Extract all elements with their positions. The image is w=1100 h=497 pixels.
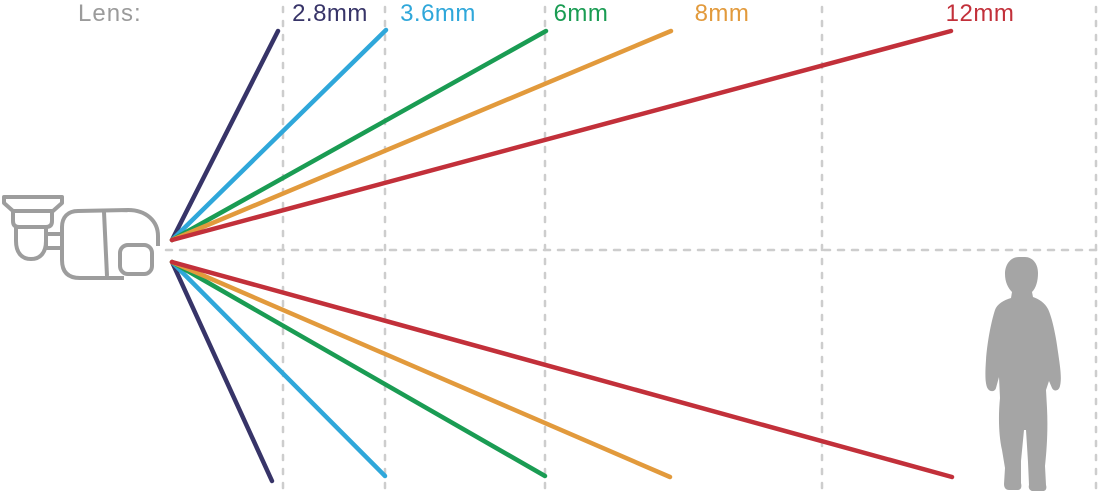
camera-mount-dome (14, 225, 48, 261)
camera-body-cut-right (151, 246, 164, 284)
fov-line-top-3.6mm (169, 27, 389, 243)
lens-label-3.6mm: 3.6mm (400, 0, 476, 27)
fov-line-top-8mm (169, 28, 674, 243)
fov-line-bottom-2.8mm (169, 259, 275, 484)
camera-body-divider (102, 211, 109, 277)
lens-label-6mm: 6mm (553, 0, 609, 27)
lens-label-2.8mm: 2.8mm (292, 0, 368, 27)
lens-caption: Lens: (78, 0, 142, 27)
fov-line-bottom-12mm (169, 259, 955, 480)
security-camera-icon (2, 195, 164, 284)
fov-line-top-12mm (169, 28, 954, 243)
fov-line-bottom-3.6mm (169, 259, 388, 479)
camera-mount-neck (11, 209, 54, 229)
lens-label-8mm: 8mm (694, 0, 750, 27)
lens-label-12mm: 12mm (945, 0, 1015, 27)
camera-mount-cap (2, 195, 64, 213)
fov-line-bottom-6mm (169, 259, 548, 479)
fov-line-top-6mm (169, 28, 549, 243)
camera-lens-front (118, 243, 154, 276)
person-silhouette (985, 257, 1061, 491)
fov-fan-lines (169, 27, 955, 484)
fov-line-top-2.8mm (169, 28, 281, 243)
fov-line-bottom-8mm (169, 259, 673, 480)
distance-gridlines (164, 5, 1100, 496)
